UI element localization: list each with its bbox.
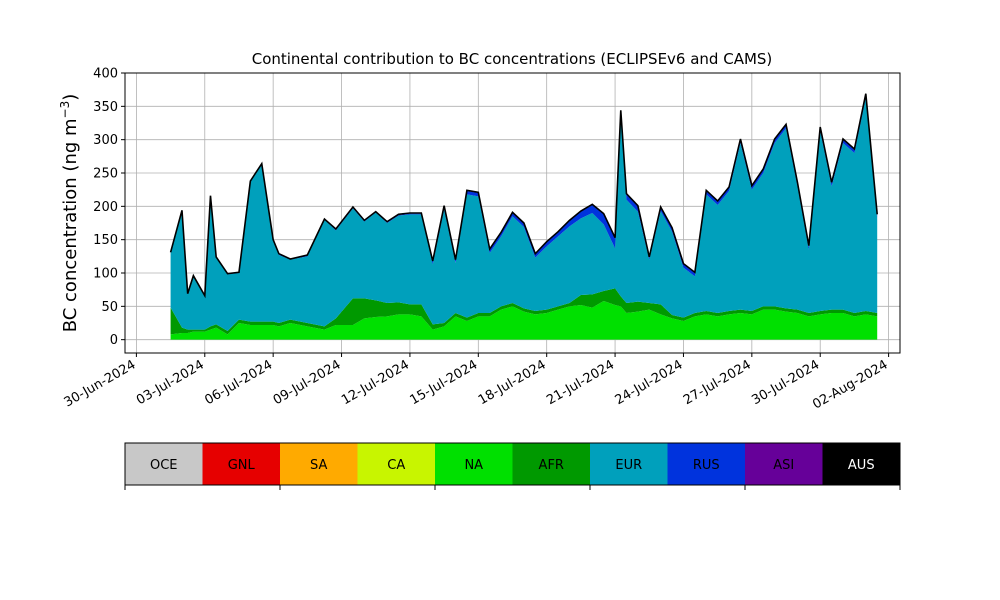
- y-axis: 0 50 100 150 200 250 300 350 400: [93, 67, 125, 348]
- legend-label-na: NA: [464, 458, 483, 473]
- legend-frame: [124, 442, 901, 486]
- total-line: [169, 93, 879, 299]
- legend-swatch-sa: [280, 443, 358, 485]
- stacked-areas: [170, 94, 878, 340]
- y-axis-label-superscript: −3: [58, 101, 72, 119]
- y-tick-label: 150: [93, 233, 118, 248]
- legend-swatch-rus: [667, 443, 745, 485]
- x-tick-label: 06-Jul-2024: [202, 357, 275, 408]
- y-tick-label: 350: [93, 100, 118, 115]
- y-tick-label: 400: [93, 67, 118, 82]
- legend-label-oce: OCE: [150, 458, 178, 473]
- legend-label-ca: CA: [387, 458, 405, 473]
- plot-frame: [124, 72, 901, 354]
- x-tick-label: 03-Jul-2024: [134, 357, 207, 408]
- y-axis-label-close: ): [60, 94, 81, 101]
- y-tick-label: 100: [93, 267, 118, 282]
- legend-swatch-aus: [822, 443, 900, 485]
- x-tick-label: 18-Jul-2024: [476, 357, 549, 408]
- x-tick-label: 15-Jul-2024: [407, 357, 480, 408]
- legend-swatch-eur: [590, 443, 668, 485]
- legend-label-gnl: GNL: [228, 458, 256, 473]
- legend-swatch-afr: [512, 443, 590, 485]
- y-tick-label: 0: [110, 333, 118, 348]
- legend-swatch-ca: [357, 443, 435, 485]
- legend-label-afr: AFR: [539, 458, 564, 473]
- y-tick-label: 50: [101, 300, 118, 315]
- y-axis-label-main: BC concentration (ng m: [60, 118, 81, 332]
- legend-swatch-gnl: [202, 443, 280, 485]
- legend-label-rus: RUS: [693, 458, 720, 473]
- x-axis: 30-Jun-202403-Jul-202406-Jul-202409-Jul-…: [62, 353, 891, 413]
- area-afr: [170, 288, 878, 335]
- x-tick-label: 12-Jul-2024: [339, 357, 412, 408]
- area-eur: [170, 97, 878, 332]
- chart-title: Continental contribution to BC concentra…: [252, 50, 773, 68]
- legend-label-asi: ASI: [773, 458, 794, 473]
- y-tick-label: 250: [93, 167, 118, 182]
- x-tick-label: 09-Jul-2024: [271, 357, 344, 408]
- x-tick-label: 02-Aug-2024: [810, 357, 890, 412]
- y-tick-label: 200: [93, 200, 118, 215]
- legend-swatch-oce: [125, 443, 203, 485]
- legend-label-aus: AUS: [848, 458, 875, 473]
- area-na: [170, 301, 878, 340]
- x-tick-label: 21-Jul-2024: [544, 357, 617, 408]
- legend-label-sa: SA: [310, 458, 327, 473]
- legend-swatch-asi: [745, 443, 823, 485]
- y-tick-label: 300: [93, 133, 118, 148]
- legend-colorbar: OCE GNL SA CA NA AFR EUR RUS ASI AUS: [124, 442, 901, 490]
- total-outline: [169, 93, 879, 299]
- x-tick-label: 24-Jul-2024: [613, 357, 686, 408]
- x-tick-label: 27-Jul-2024: [681, 357, 754, 408]
- legend-label-eur: EUR: [615, 458, 642, 473]
- y-axis-label: BC concentration (ng m−3): [58, 94, 81, 333]
- x-tick-label: 30-Jun-2024: [62, 357, 139, 410]
- legend-swatch-na: [435, 443, 513, 485]
